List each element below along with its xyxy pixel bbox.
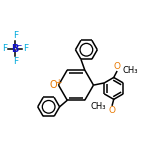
- Text: O: O: [49, 80, 57, 90]
- Text: −: −: [15, 41, 21, 50]
- Text: CH₃: CH₃: [122, 66, 138, 75]
- Text: B: B: [12, 44, 19, 54]
- Text: O: O: [113, 62, 120, 71]
- Text: +: +: [55, 78, 61, 87]
- Text: F: F: [2, 44, 7, 53]
- Text: F: F: [13, 57, 18, 66]
- Text: F: F: [13, 31, 18, 40]
- Text: CH₃: CH₃: [91, 102, 106, 111]
- Text: O: O: [109, 106, 116, 115]
- Text: F: F: [23, 44, 29, 53]
